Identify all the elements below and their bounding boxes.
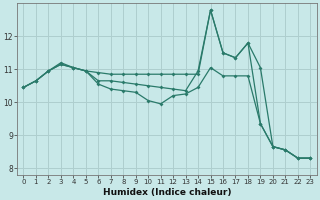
X-axis label: Humidex (Indice chaleur): Humidex (Indice chaleur) [103, 188, 231, 197]
